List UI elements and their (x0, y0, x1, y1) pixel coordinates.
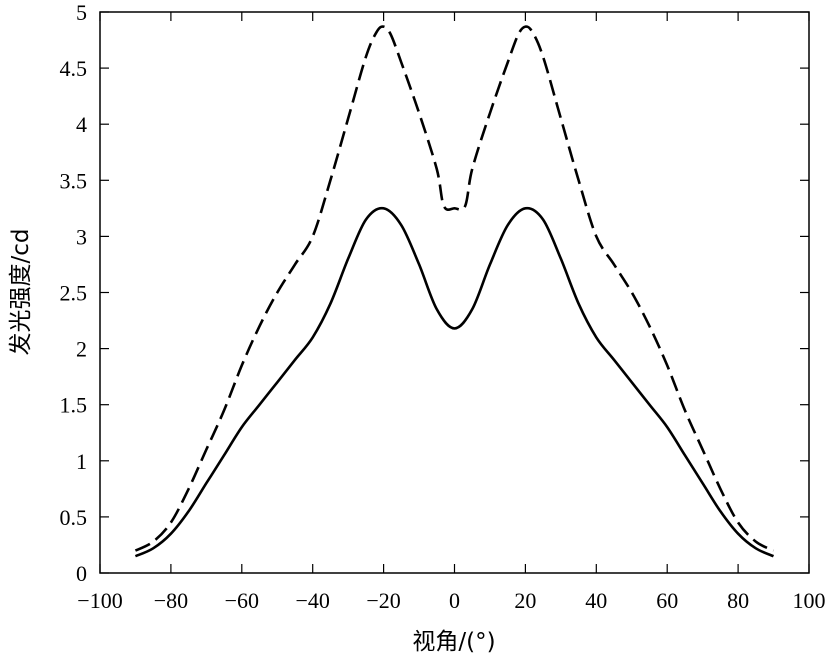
y-tick-label: 2.5 (60, 281, 88, 306)
x-tick-label: 100 (793, 588, 826, 613)
y-tick-label: 0 (76, 561, 87, 586)
x-tick-label: −100 (77, 588, 122, 613)
x-axis-label: 视角/(°) (412, 629, 495, 655)
y-tick-label: 5 (76, 0, 87, 25)
y-tick-label: 0.5 (60, 505, 88, 530)
axis-ticks (99, 11, 810, 574)
y-tick-label: 3 (76, 224, 87, 249)
x-tick-label: 60 (656, 588, 678, 613)
y-tick-label: 1 (76, 449, 87, 474)
plot-frame (99, 11, 810, 574)
series-line-solid (134, 206, 775, 558)
y-axis-label: 发光强度/cd (8, 229, 34, 356)
axis-tick-labels: −100 −80 −60 −40 −20 0 20 40 60 80 100 0 0.5 1 1.5 2 2.5… (60, 0, 826, 613)
x-tick-label: −80 (154, 588, 188, 613)
x-tick-label: 0 (449, 588, 460, 613)
y-tick-label: 1.5 (60, 393, 88, 418)
y-tick-label: 2 (76, 337, 87, 362)
y-tick-label: 4 (76, 112, 87, 137)
x-tick-label: −60 (225, 588, 259, 613)
x-tick-label: 40 (585, 588, 607, 613)
x-tick-label: −40 (295, 588, 329, 613)
series-layer (134, 25, 775, 558)
series-line-dashed (134, 25, 775, 552)
y-tick-label: 4.5 (60, 56, 88, 81)
y-tick-label: 3.5 (60, 168, 88, 193)
x-tick-label: 80 (727, 588, 749, 613)
x-tick-label: −20 (366, 588, 400, 613)
x-tick-label: 20 (514, 588, 536, 613)
